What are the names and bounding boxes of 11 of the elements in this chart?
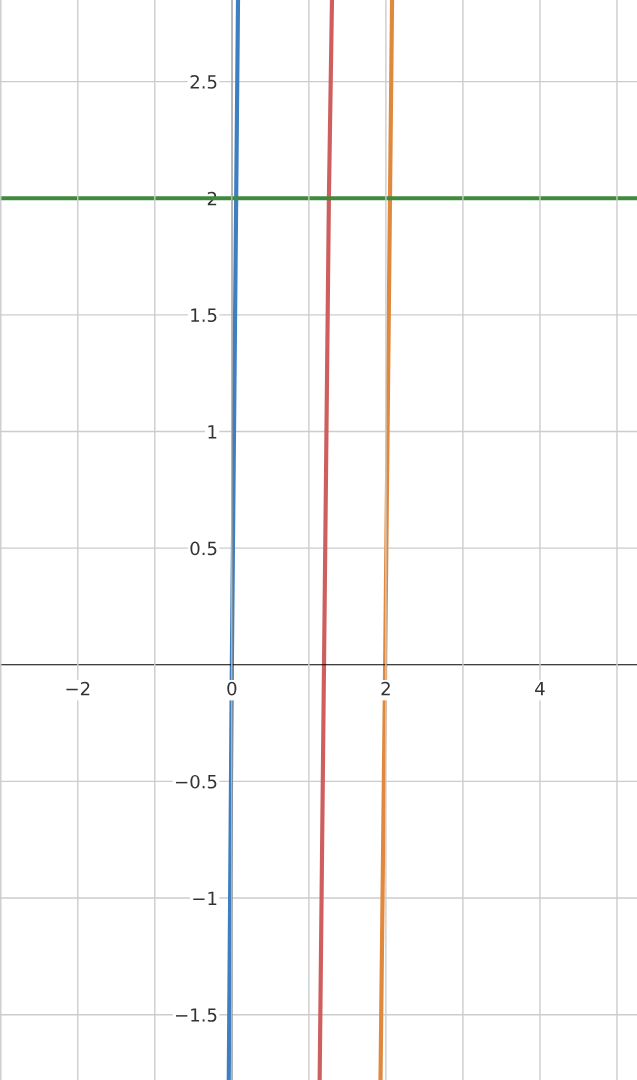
- y-tick-label: −1: [193, 891, 217, 905]
- y-tick-label: 2.5: [190, 75, 217, 89]
- y-tick-label: 1: [208, 425, 217, 439]
- y-tick-label: −1.5: [176, 1008, 217, 1022]
- x-tick-label: 4: [535, 682, 545, 696]
- x-tick-label: 0: [227, 681, 237, 696]
- y-tick-label: −0.5: [176, 774, 217, 789]
- y-tick-label: 1.5: [191, 308, 217, 323]
- y-tick-label: 0.5: [190, 541, 217, 556]
- x-tick-label: −2: [66, 681, 90, 696]
- x-tick-label: 2: [381, 681, 390, 696]
